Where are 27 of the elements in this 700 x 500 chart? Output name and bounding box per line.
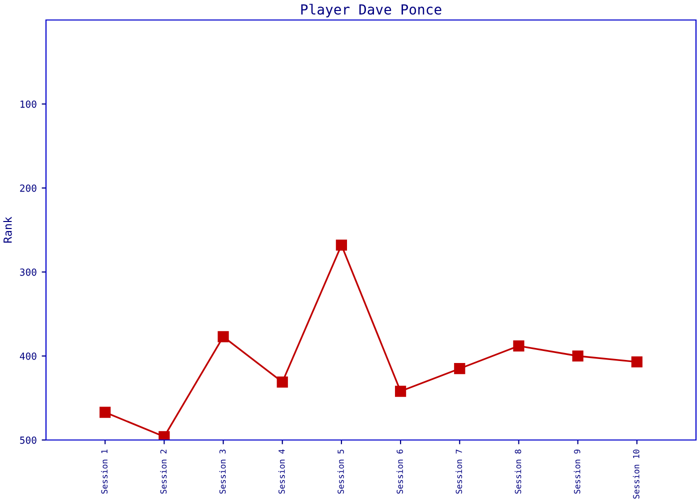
x-tick-label: Session 3 bbox=[219, 450, 226, 494]
x-tick-label: Session 2 bbox=[160, 450, 167, 494]
y-tick-label: 100 bbox=[20, 100, 36, 108]
y-tick-label: 400 bbox=[20, 352, 36, 360]
point bbox=[631, 356, 642, 368]
x-tick-label: Session 8 bbox=[514, 450, 522, 494]
point bbox=[336, 240, 348, 251]
point bbox=[572, 350, 584, 362]
x-tick-label: Session 7 bbox=[456, 450, 462, 494]
point bbox=[454, 363, 466, 374]
point bbox=[158, 431, 170, 440]
y-tick-label: 500 bbox=[20, 436, 36, 444]
x-tick-label: Session 1 bbox=[101, 450, 108, 494]
point bbox=[513, 340, 524, 352]
x-tick-label: Session 6 bbox=[396, 450, 403, 494]
x-tick-label: Session 5 bbox=[337, 450, 344, 494]
x-tick-label: Session 4 bbox=[278, 449, 285, 494]
point bbox=[100, 406, 111, 418]
x-tick-label: Session 9 bbox=[574, 450, 580, 494]
y-tick-label: 200 bbox=[20, 184, 36, 192]
point bbox=[218, 331, 229, 342]
point bbox=[276, 376, 288, 388]
x-tick-label: Session 10 bbox=[632, 450, 640, 499]
chart-title: Player Dave Ponce bbox=[301, 4, 442, 18]
point bbox=[394, 386, 406, 397]
y-tick-label: 300 bbox=[20, 268, 36, 276]
y-axis-title: Rank bbox=[3, 216, 12, 243]
